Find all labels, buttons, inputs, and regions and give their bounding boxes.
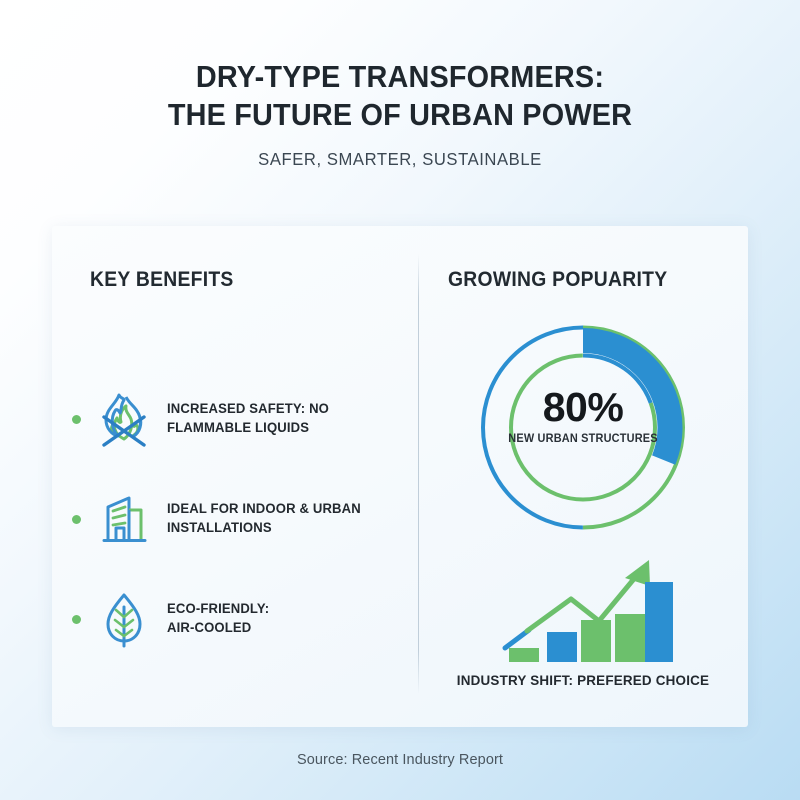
page-title: DRY-TYPE TRANSFORMERS: THE FUTURE OF URB…	[28, 58, 772, 135]
page-title-line-1: DRY-TYPE TRANSFORMERS:	[195, 59, 605, 94]
growth-arrow-head	[625, 560, 650, 586]
leaf-icon	[95, 588, 153, 650]
donut-percent-value: 80%	[542, 384, 624, 430]
bullet-dot-icon	[72, 514, 81, 524]
benefit-text-line-1: ECO-FRIENDLY:	[167, 601, 270, 617]
benefit-text-line-2: INSTALLATIONS	[167, 520, 272, 535]
growing-popularity-heading: GROWING POPUARITY	[448, 268, 668, 291]
list-item-label: INCREASED SAFETY: NO FLAMMABLE LIQUIDS	[167, 400, 329, 437]
growth-arrow-line	[524, 565, 646, 634]
no-flame-icon	[95, 388, 153, 450]
bar-4	[615, 614, 645, 662]
donut-outer-ring-blue	[481, 325, 685, 530]
donut-inner-ring-blue	[509, 353, 657, 502]
list-item: INCREASED SAFETY: NO FLAMMABLE LIQUIDS	[72, 374, 412, 464]
bullet-dot-icon	[72, 414, 81, 424]
donut-center-labels: 80% NEW URBAN STRUCTURES	[483, 384, 683, 446]
donut-sub-label: NEW URBAN STRUCTURES	[508, 433, 658, 445]
donut-chart-svg	[481, 325, 685, 530]
bar-1	[509, 648, 539, 662]
page-title-line-2: THE FUTURE OF URBAN POWER	[167, 97, 633, 133]
bar-5	[645, 582, 673, 662]
donut-accent-arc	[483, 328, 683, 527]
header: DRY-TYPE TRANSFORMERS: THE FUTURE OF URB…	[0, 0, 800, 170]
growth-arrow-tail	[502, 627, 532, 651]
list-item: IDEAL FOR INDOOR & URBAN INSTALLATIONS	[72, 474, 412, 564]
benefits-list: INCREASED SAFETY: NO FLAMMABLE LIQUIDS	[72, 374, 412, 674]
list-item-label: IDEAL FOR INDOOR & URBAN INSTALLATIONS	[167, 500, 361, 537]
bar-2	[547, 632, 577, 662]
bar-chart-caption: INDUSTRY SHIFT: PREFERED CHOICE	[456, 672, 710, 688]
content-card: KEY BENEFITS GROWING POPUARITY	[52, 226, 748, 727]
source-note: Source: Recent Industry Report	[296, 752, 504, 768]
benefit-text-line-1: IDEAL FOR INDOOR & URBAN	[167, 501, 361, 517]
benefit-text-line-1: INCREASED SAFETY: NO	[167, 401, 330, 417]
benefit-text-line-2: FLAMMABLE LIQUIDS	[167, 420, 310, 435]
benefit-text-line-2: AIR-COOLED	[167, 620, 252, 635]
list-item: ECO-FRIENDLY: AIR-COOLED	[72, 574, 412, 664]
bar-3	[581, 620, 611, 662]
column-divider	[418, 254, 419, 694]
donut-chart: 80% NEW URBAN STRUCTURES	[418, 292, 748, 542]
list-item-label: ECO-FRIENDLY: AIR-COOLED	[167, 600, 269, 637]
page-subtitle: SAFER, SMARTER, SUSTAINABLE	[258, 148, 542, 169]
buildings-icon	[95, 488, 153, 550]
bar-chart-svg	[502, 560, 673, 662]
bullet-dot-icon	[72, 614, 81, 624]
key-benefits-heading: KEY BENEFITS	[90, 268, 234, 291]
bar-chart-section: INDUSTRY SHIFT: PREFERED CHOICE	[418, 544, 748, 724]
